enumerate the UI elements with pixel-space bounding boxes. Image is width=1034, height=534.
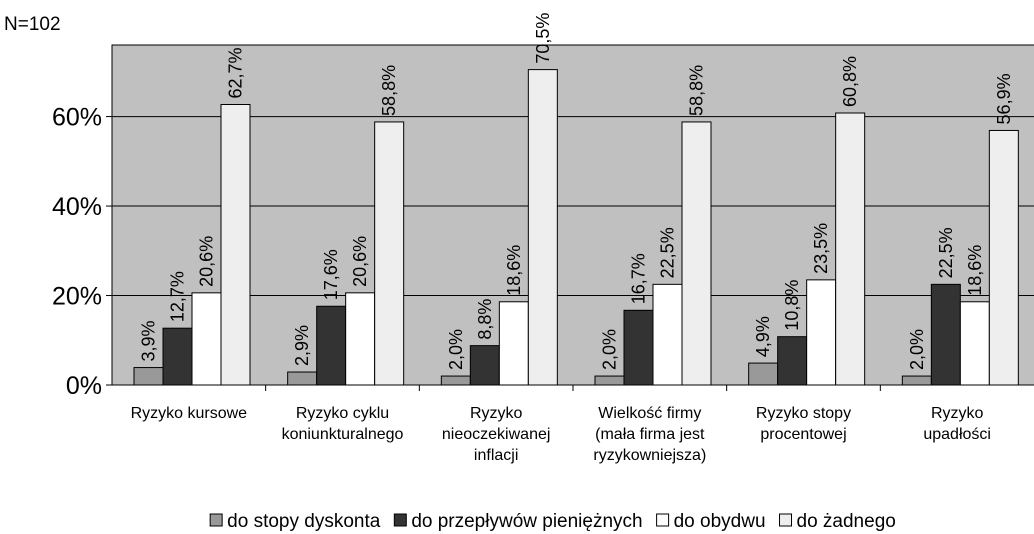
legend-label: do obydwu [674,511,766,532]
x-tick-label-line: ryzykowniejsza) [593,447,706,464]
bar [959,301,990,386]
bar [806,279,837,386]
data-label: 22,5% [936,227,956,278]
y-tick-label: 20% [52,283,102,311]
data-label: 58,8% [379,65,399,116]
bar [652,283,683,386]
data-label: 18,6% [965,245,985,296]
x-tick-label: Ryzyko stopy procentowej [756,405,851,443]
x-tick-label: Wielkość firmy (mała firma jest ryzykownie… [593,405,706,464]
bar [527,69,558,386]
x-tick-label-line: (mała firma jest [595,426,705,443]
bar [287,371,318,386]
data-label: 2,9% [292,325,312,366]
data-label: 62,7% [226,47,246,98]
data-label: 20,6% [350,236,370,287]
bar [930,283,961,386]
bar [594,375,625,386]
data-label: 56,9% [994,73,1014,124]
chart-subtitle: N=102 [4,14,61,35]
bar [901,375,932,386]
bar [162,327,193,386]
bar [681,121,712,386]
bar [623,309,654,386]
bar [220,104,251,386]
legend-label: do żadnego [797,511,896,532]
x-tick-label-line: Ryzyko [470,405,523,422]
x-tick-label: Ryzyko kursowe [131,405,248,422]
x-tick-label: Ryzyko upadłości [923,405,991,443]
data-label: 4,9% [753,316,773,357]
bar [316,305,347,386]
data-label: 2,0% [907,329,927,370]
x-tick-label-line: Ryzyko [931,405,984,422]
data-label: 10,8% [782,280,802,331]
legend-swatch [393,513,407,527]
legend-swatch [209,513,223,527]
legend-swatch [779,513,793,527]
y-tick-label: 0% [66,372,102,400]
bar [191,292,222,386]
x-tick-label-line: Wielkość firmy [598,405,701,422]
data-label: 60,8% [840,56,860,107]
bar [748,362,779,386]
data-label: 16,7% [629,253,649,304]
x-tick-label: Ryzyko cyklu koniunkturalnego [282,405,404,443]
data-label: 17,6% [321,249,341,300]
plot-area [111,44,1034,386]
x-tick-label-line: nieoczekiwanej [442,426,551,443]
x-tick-label-line: inflacji [474,447,518,464]
bar [469,345,500,386]
legend: do stopy dyskonta do przepływów pieniężny… [209,511,896,532]
data-label: 8,8% [475,299,495,340]
x-tick-label-line: koniunkturalnego [282,426,404,443]
x-tick-label-line: procentowej [760,426,846,443]
bar [133,367,164,386]
data-label: 3,9% [139,321,159,362]
data-label: 22,5% [658,227,678,278]
data-label: 70,5% [533,13,553,64]
legend-swatch [656,513,670,527]
y-tick-label: 60% [52,104,102,132]
x-tick-label-line: Ryzyko cyklu [296,405,389,422]
legend-label: do przepływów pieniężnych [411,511,642,532]
x-tick-label-line: Ryzyko stopy [756,405,851,422]
data-label: 20,6% [197,236,217,287]
data-label: 12,7% [168,271,188,322]
bar [988,129,1019,386]
x-tick-label-line: upadłości [923,426,991,443]
bar [835,112,866,386]
data-label: 23,5% [811,223,831,274]
x-tick-label-line: Ryzyko kursowe [131,405,248,422]
data-label: 2,0% [600,329,620,370]
x-tick-label: Ryzyko nieoczekiwanej inflacji [442,405,551,464]
data-label: 2,0% [446,329,466,370]
bar [345,292,376,386]
bar [777,336,808,386]
bar [440,375,471,386]
bar [374,121,405,386]
data-label: 18,6% [504,245,524,296]
data-label: 58,8% [687,65,707,116]
legend-label: do stopy dyskonta [227,511,381,532]
y-tick-label: 40% [52,193,102,221]
bar [498,301,529,386]
